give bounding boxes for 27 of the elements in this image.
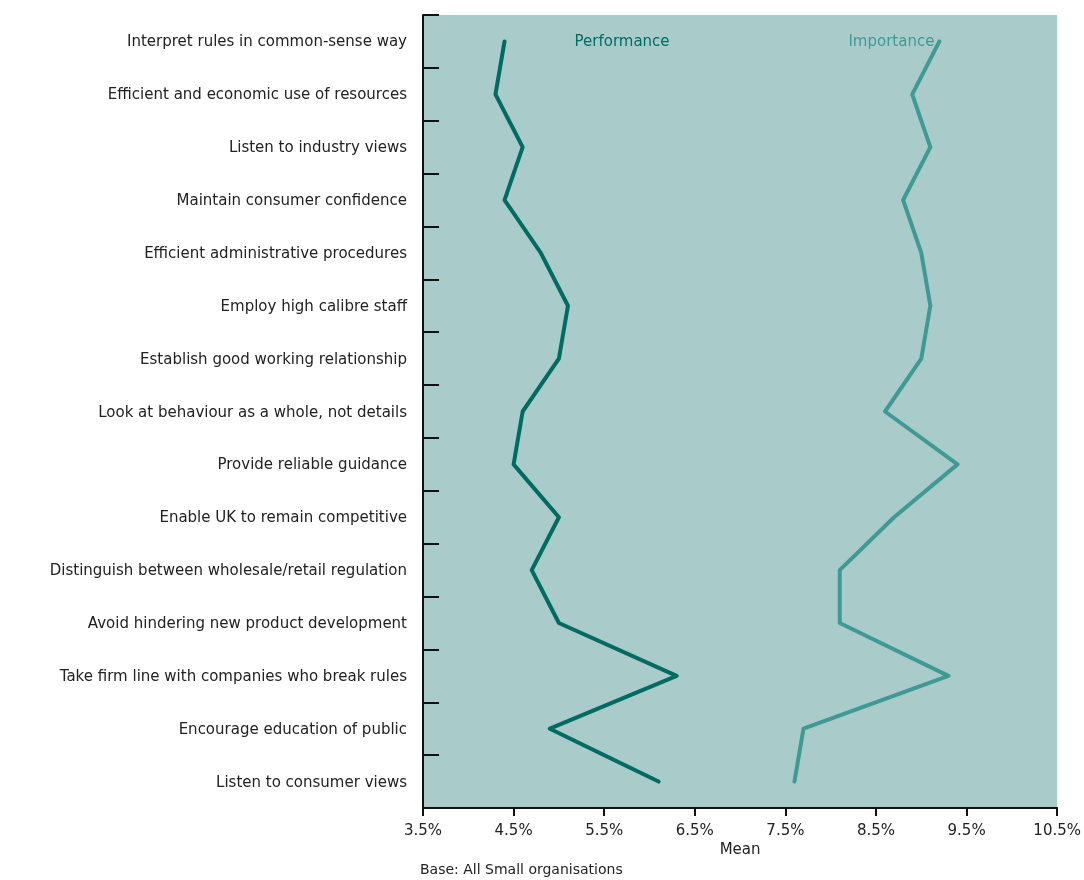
y-tick-label: Listen to consumer views	[216, 772, 408, 791]
text: Base: All Small organisations	[420, 861, 623, 877]
y-tick-label: Efficient and economic use of resources	[107, 85, 408, 104]
x-tick-label: 3.5%	[403, 820, 443, 839]
series-label: Importance	[848, 32, 935, 51]
x-tick-label: 4.5%	[494, 820, 533, 839]
y-tick-label: Listen to industry views	[228, 138, 408, 157]
y-tick-label: Take firm line with companies who break rules	[58, 666, 408, 685]
x-tick-label: 6.5%	[675, 820, 714, 839]
y-tick-label: Maintain consumer confidence	[176, 191, 407, 210]
y-tick-label: Look at behaviour as a whole, not details	[98, 402, 408, 421]
y-tick-label: Avoid hindering new product development	[87, 613, 408, 632]
y-tick-label: Distinguish between wholesale/retail regulation	[49, 561, 407, 580]
x-tick-label: 8.5%	[856, 820, 896, 839]
x-tick-label: 7.5%	[766, 820, 805, 839]
x-tick-label: 10.5%	[1033, 820, 1081, 839]
y-tick-label: Employ high calibre staff	[220, 296, 408, 315]
x-axis-title: Mean	[719, 840, 761, 859]
y-tick-label: Encourage education of public	[178, 719, 407, 738]
x-tick-label: 9.5%	[947, 820, 986, 839]
y-tick-label: Efficient administrative procedures	[144, 243, 408, 262]
y-tick-label: Interpret rules in common-sense way	[127, 32, 408, 51]
text: Performance	[574, 32, 670, 51]
y-tick-label: Enable UK to remain competitive	[159, 508, 407, 527]
y-tick-label: Establish good working relationship	[140, 349, 407, 368]
x-tick-label: 5.5%	[585, 820, 624, 839]
y-tick-label: Provide reliable guidance	[217, 455, 407, 474]
